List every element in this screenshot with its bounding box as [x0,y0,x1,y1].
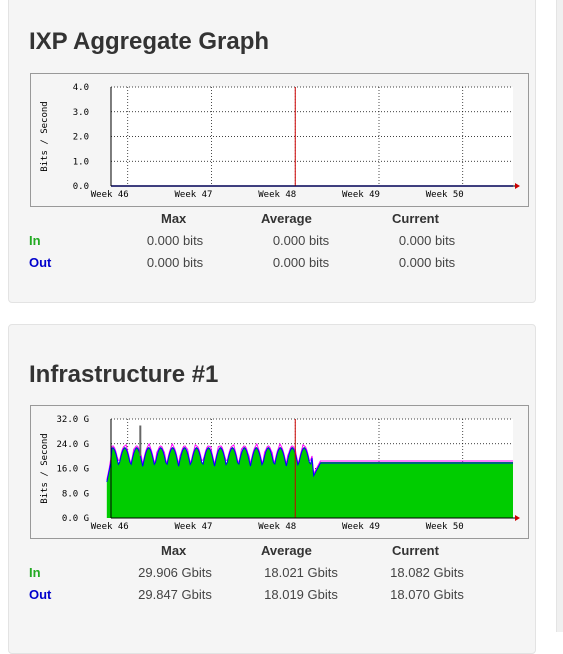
header-current: Current [392,543,439,558]
y-tick-label: 3.0 [73,108,89,118]
header-max: Max [161,211,187,226]
in-current: 0.000 bits [398,233,456,248]
x-tick-label: Week 48 [258,522,296,532]
row-label-out: Out [29,255,52,270]
y-tick-label: 8.0 G [62,489,89,499]
series-max-line [106,442,513,480]
out-current: 18.070 Gbits [390,587,464,602]
x-tick-label: Week 50 [426,522,464,532]
out-current: 0.000 bits [398,255,456,270]
header-average: Average [261,211,312,226]
x-tick-label: Week 50 [426,190,464,200]
in-average: 18.021 Gbits [264,565,338,580]
series-out-line [106,447,513,482]
x-tick-label: Week 48 [258,190,296,200]
series-in-area [106,446,513,518]
row-label-out: Out [29,587,52,602]
stats-table: Max Average Current In 29.906 Gbits 18.0… [9,543,537,613]
header-current: Current [392,211,439,226]
y-tick-label: 0.0 G [62,514,89,524]
out-average: 18.019 Gbits [264,587,338,602]
header-max: Max [161,543,187,558]
x-tick-label: Week 49 [342,522,380,532]
ixp-aggregate-panel: IXP Aggregate Graph 0.0 1.0 2.0 3.0 4.0 Week … [8,0,536,303]
in-current: 18.082 Gbits [390,565,464,580]
out-max: 29.847 Gbits [138,587,212,602]
row-label-in: In [29,233,41,248]
stats-table: Max Average Current In 0.000 bits 0.000 … [9,211,537,281]
y-tick-label: 0.0 [73,182,89,192]
panel-title: Infrastructure #1 [29,361,219,388]
y-tick-label: 24.0 G [56,440,89,450]
in-average: 0.000 bits [272,233,330,248]
y-axis-label: Bits / Second [40,433,50,503]
infrastructure-panel: Infrastructure #1 0.0 G 8.0 G 16.0 G 24.0 G… [8,324,536,654]
x-axis-arrow [515,515,520,521]
in-max: 29.906 Gbits [138,565,212,580]
panel-title: IXP Aggregate Graph [29,28,270,55]
scrollbar[interactable] [556,0,563,632]
y-tick-label: 16.0 G [56,465,89,475]
x-tick-label: Week 47 [175,522,213,532]
infrastructure-graph: 0.0 G 8.0 G 16.0 G 24.0 G 32.0 G Week 46 Week … [30,405,529,539]
row-label-in: In [29,565,41,580]
out-max: 0.000 bits [146,255,204,270]
ixp-aggregate-chart: 0.0 1.0 2.0 3.0 4.0 Week 46 Week 47 Week 48 Week… [40,83,520,200]
infrastructure-chart: 0.0 G 8.0 G 16.0 G 24.0 G 32.0 G Week 46 Week … [40,415,520,532]
x-tick-label: Week 47 [175,190,213,200]
y-tick-label: 32.0 G [56,415,89,425]
x-tick-label: Week 46 [91,522,129,532]
x-tick-label: Week 46 [91,190,129,200]
ixp-aggregate-graph: 0.0 1.0 2.0 3.0 4.0 Week 46 Week 47 Week 48 Week… [30,73,529,207]
x-axis-arrow [515,183,520,189]
x-tick-label: Week 49 [342,190,380,200]
out-average: 0.000 bits [272,255,330,270]
y-axis-label: Bits / Second [40,101,50,171]
header-average: Average [261,543,312,558]
y-tick-label: 1.0 [73,157,89,167]
in-max: 0.000 bits [146,233,204,248]
y-tick-label: 2.0 [73,133,89,143]
y-tick-label: 4.0 [73,83,89,93]
